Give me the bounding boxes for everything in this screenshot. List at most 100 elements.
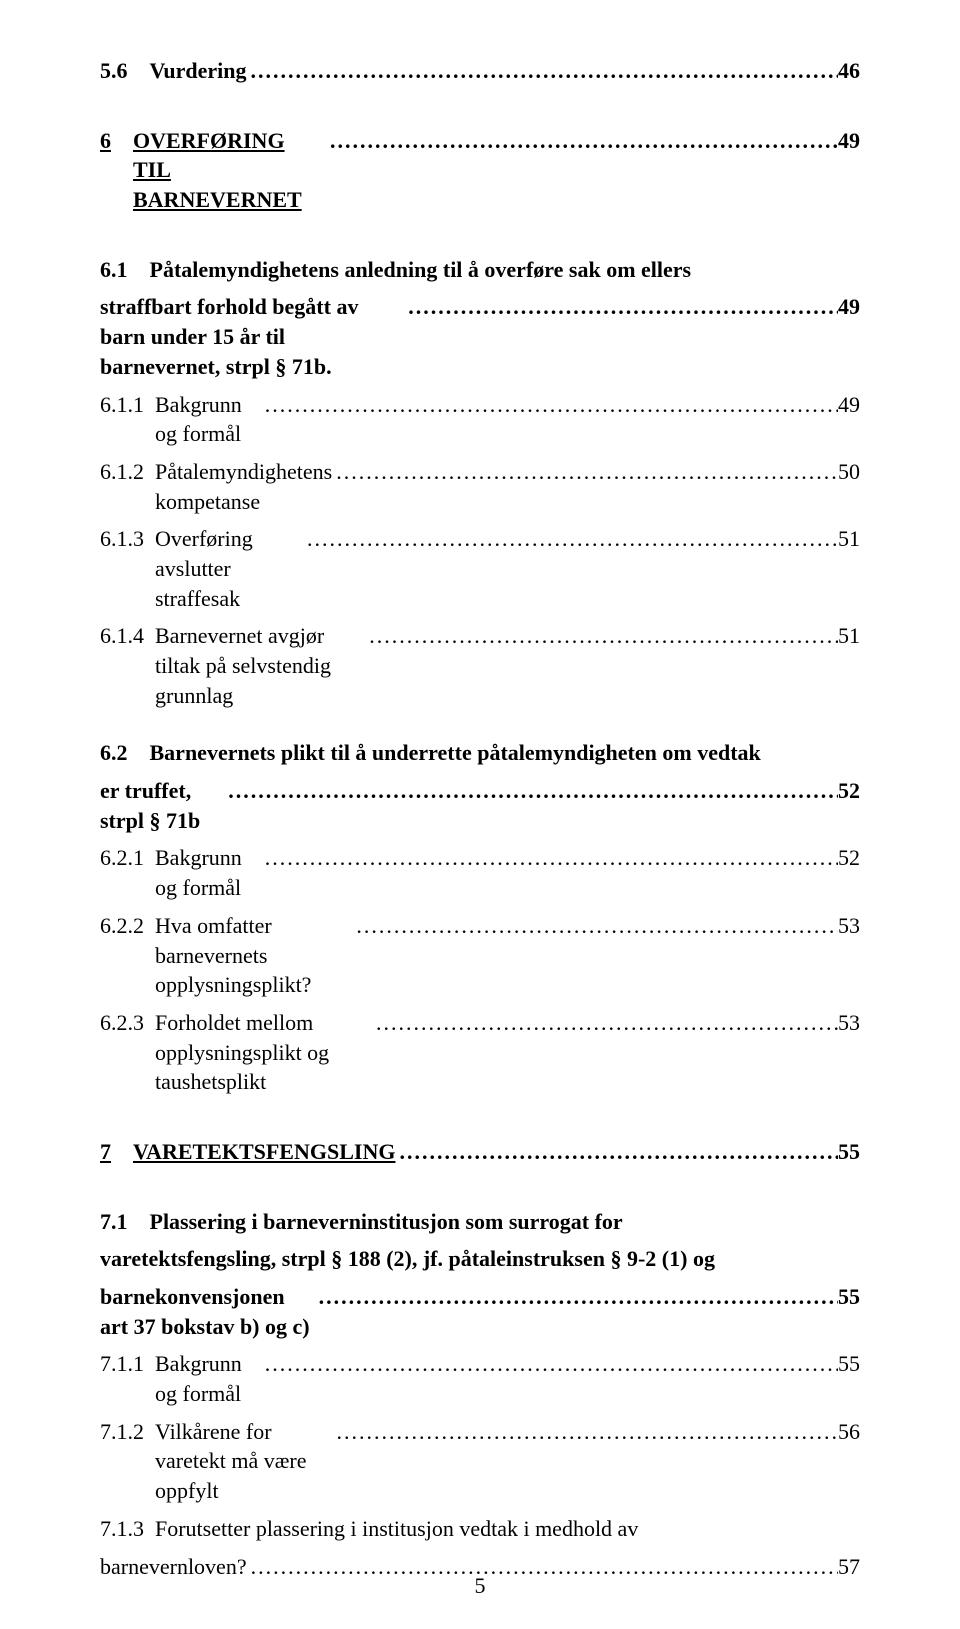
spacer — [100, 1175, 860, 1207]
toc-leader: ........................................… — [246, 56, 838, 86]
toc-num-gap — [144, 911, 155, 941]
toc-num-gap — [144, 843, 155, 873]
toc-title: VARETEKTSFENGSLING — [133, 1137, 395, 1167]
toc-leader: ........................................… — [224, 776, 838, 806]
toc-page: 56 — [838, 1417, 860, 1447]
toc-title: OVERFØRING TIL BARNEVERNET — [133, 126, 326, 215]
toc-number: 6.1.3 — [100, 524, 144, 554]
toc-leader: ........................................… — [365, 621, 838, 651]
toc-num-gap — [144, 1349, 155, 1379]
toc-leader: ........................................… — [372, 1008, 838, 1038]
toc-title: Forholdet mellom opplysningsplikt og tau… — [155, 1008, 372, 1097]
toc-title: Påtalemyndighetens anledning til å overf… — [150, 255, 692, 285]
page-number: 5 — [0, 1573, 960, 1599]
toc-title: Bakgrunn og formål — [155, 390, 261, 449]
toc-num-gap — [144, 1514, 155, 1544]
toc-num-gap — [111, 126, 133, 156]
toc-title: Plassering i barneverninstitusjon som su… — [150, 1207, 623, 1237]
toc-num-gap — [144, 1008, 155, 1038]
toc-number: 6.1.4 — [100, 621, 144, 651]
toc-number: 6.2 — [100, 738, 128, 768]
toc-title: straffbart forhold begått av barn under … — [100, 292, 404, 381]
toc-page: 50 — [838, 457, 860, 487]
toc-entry: 6.1.3 Overføring avslutter straffesak...… — [100, 524, 860, 613]
toc-leader: ........................................… — [332, 457, 838, 487]
toc-entry: 6.1.1 Bakgrunn og formål................… — [100, 390, 860, 449]
spacer — [100, 223, 860, 255]
toc-num-gap — [128, 56, 150, 86]
toc-entry: 6.2.3 Forholdet mellom opplysningsplikt … — [100, 1008, 860, 1097]
toc-leader: ........................................… — [315, 1282, 838, 1312]
toc-leader: ........................................… — [395, 1137, 838, 1167]
spacer — [100, 94, 860, 126]
toc-title: er truffet, strpl § 71b — [100, 776, 224, 835]
toc-number: 7 — [100, 1137, 111, 1167]
toc-page: 55 — [838, 1282, 860, 1312]
toc-entry: 5.6 Vurdering...........................… — [100, 56, 860, 86]
toc-leader: ........................................… — [261, 1349, 838, 1379]
toc-entry: 6.2.2 Hva omfatter barnevernets opplysni… — [100, 911, 860, 1000]
toc-leader: ........................................… — [303, 524, 838, 554]
toc-entry-continuation: barnekonvensjonen art 37 bokstav b) og c… — [100, 1282, 860, 1341]
toc-entry-continuation: er truffet, strpl § 71b.................… — [100, 776, 860, 835]
document-page: 5.6 Vurdering...........................… — [0, 0, 960, 1629]
toc-title: Bakgrunn og formål — [155, 1349, 261, 1408]
toc-title: Vilkårene for varetekt må være oppfylt — [155, 1417, 333, 1506]
toc-leader: ........................................… — [261, 843, 838, 873]
toc-title: Forutsetter plassering i institusjon ved… — [155, 1514, 638, 1544]
toc-page: 51 — [838, 621, 860, 651]
toc-number: 6.2.2 — [100, 911, 144, 941]
toc-leader: ........................................… — [261, 390, 838, 420]
toc-title: Påtalemyndighetens kompetanse — [155, 457, 332, 516]
toc-entry: 6.1 Påtalemyndighetens anledning til å o… — [100, 255, 860, 285]
toc-number: 5.6 — [100, 56, 128, 86]
toc-page: 52 — [838, 776, 860, 806]
toc-number: 6.2.3 — [100, 1008, 144, 1038]
toc-number: 7.1.1 — [100, 1349, 144, 1379]
toc-title: Hva omfatter barnevernets opplysningspli… — [155, 911, 352, 1000]
toc-num-gap — [144, 621, 155, 651]
spacer — [100, 1105, 860, 1137]
toc-entry-continuation: straffbart forhold begått av barn under … — [100, 292, 860, 381]
toc-entry: 6.2.1 Bakgrunn og formål................… — [100, 843, 860, 902]
toc-entry: 7.1.3 Forutsetter plassering i institusj… — [100, 1514, 860, 1544]
toc-num-gap — [144, 1417, 155, 1447]
toc-entry: 7.1 Plassering i barneverninstitusjon so… — [100, 1207, 860, 1237]
toc-title: Overføring avslutter straffesak — [155, 524, 303, 613]
toc-entry: 7.1.2 Vilkårene for varetekt må være opp… — [100, 1417, 860, 1506]
spacer — [100, 718, 860, 738]
toc-number: 6.1.1 — [100, 390, 144, 420]
toc-page: 49 — [838, 292, 860, 322]
toc-leader: ........................................… — [404, 292, 838, 322]
toc-leader: ........................................… — [352, 911, 838, 941]
toc-num-gap — [128, 1207, 150, 1237]
toc-page: 55 — [838, 1137, 860, 1167]
toc-page: 53 — [838, 1008, 860, 1038]
toc-page: 53 — [838, 911, 860, 941]
toc-entry: 7 VARETEKTSFENGSLING....................… — [100, 1137, 860, 1167]
toc-num-gap — [111, 1137, 133, 1167]
toc-number: 6.1 — [100, 255, 128, 285]
toc-entry: 6.1.2 Påtalemyndighetens kompetanse.....… — [100, 457, 860, 516]
toc-num-gap — [144, 390, 155, 420]
toc-number: 6 — [100, 126, 111, 156]
toc-page: 49 — [838, 390, 860, 420]
toc-title: Barnevernets plikt til å underrette påta… — [150, 738, 761, 768]
toc-num-gap — [144, 457, 155, 487]
toc-entry: 6 OVERFØRING TIL BARNEVERNET............… — [100, 126, 860, 215]
toc-num-gap — [144, 524, 155, 554]
toc-title: Vurdering — [150, 56, 247, 86]
toc-number: 6.1.2 — [100, 457, 144, 487]
toc-number: 6.2.1 — [100, 843, 144, 873]
toc-num-gap — [128, 738, 150, 768]
toc-leader: ........................................… — [326, 126, 838, 156]
toc-num-gap — [128, 255, 150, 285]
toc-page: 55 — [838, 1349, 860, 1379]
toc-entry: 6.2 Barnevernets plikt til å underrette … — [100, 738, 860, 768]
toc-page: 46 — [838, 56, 860, 86]
table-of-contents: 5.6 Vurdering...........................… — [100, 56, 860, 1581]
toc-number: 7.1 — [100, 1207, 128, 1237]
toc-page: 49 — [838, 126, 860, 156]
toc-number: 7.1.2 — [100, 1417, 144, 1447]
toc-title: varetektsfengsling, strpl § 188 (2), jf.… — [100, 1244, 715, 1274]
